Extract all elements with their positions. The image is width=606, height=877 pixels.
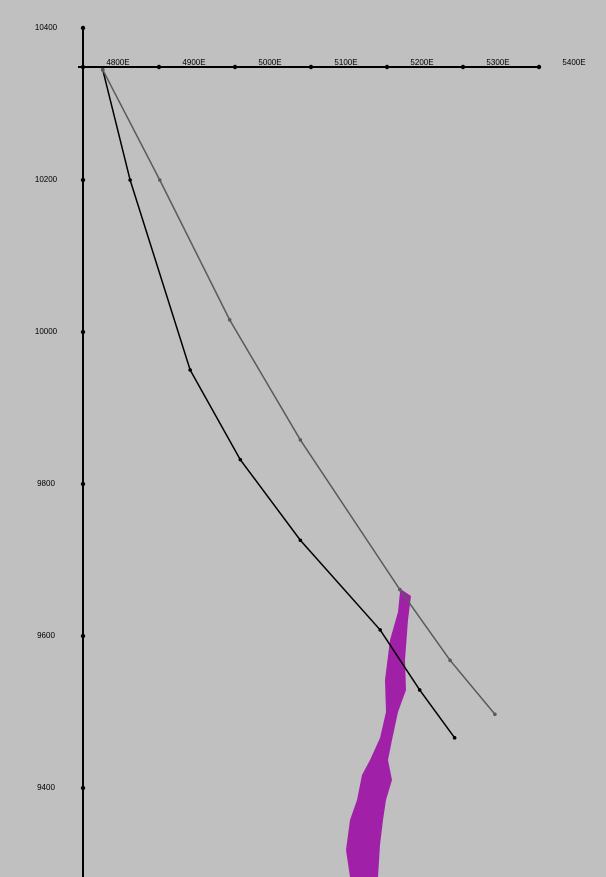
survey-point: [298, 538, 303, 543]
x-tick: [384, 64, 390, 70]
ore-body: [346, 590, 411, 877]
survey-point: [398, 587, 402, 592]
survey-point: [157, 178, 162, 182]
survey-point: [378, 628, 382, 632]
x-tick-label: 4800E: [106, 58, 129, 67]
x-tick-label: 5100E: [334, 58, 357, 67]
x-tick: [80, 64, 86, 70]
y-tick: [80, 25, 86, 31]
trajectory: [102, 69, 456, 739]
survey-point: [493, 712, 497, 717]
survey-point: [227, 318, 232, 322]
survey-point: [298, 438, 303, 442]
survey-point: [100, 68, 105, 72]
x-tick: [232, 64, 238, 70]
y-tick: [80, 785, 86, 791]
y-tick-label: 9800: [37, 479, 55, 488]
y-tick: [80, 177, 86, 183]
x-tick-label: 5300E: [486, 58, 509, 67]
y-tick-label: 10400: [35, 23, 58, 32]
x-tick: [156, 64, 162, 70]
survey-point: [448, 658, 452, 663]
x-tick: [536, 64, 542, 70]
y-tick-label: 9400: [37, 783, 55, 792]
x-tick-label: 5200E: [410, 58, 433, 67]
x-tick: [460, 64, 466, 70]
y-tick: [80, 481, 86, 487]
survey-point: [238, 457, 243, 462]
x-tick: [308, 64, 314, 70]
survey-point: [452, 736, 457, 740]
x-tick-label: 4900E: [182, 58, 205, 67]
survey-point: [417, 688, 422, 692]
y-tick-label: 10000: [35, 327, 58, 336]
y-tick-label: 9600: [37, 631, 55, 640]
survey-point: [188, 368, 192, 372]
y-tick: [80, 329, 86, 335]
y-tick: [80, 633, 86, 639]
survey-point: [128, 178, 132, 182]
x-tick-label: 5400E: [562, 58, 585, 67]
y-tick-label: 10200: [35, 175, 58, 184]
x-tick-label: 5000E: [258, 58, 281, 67]
